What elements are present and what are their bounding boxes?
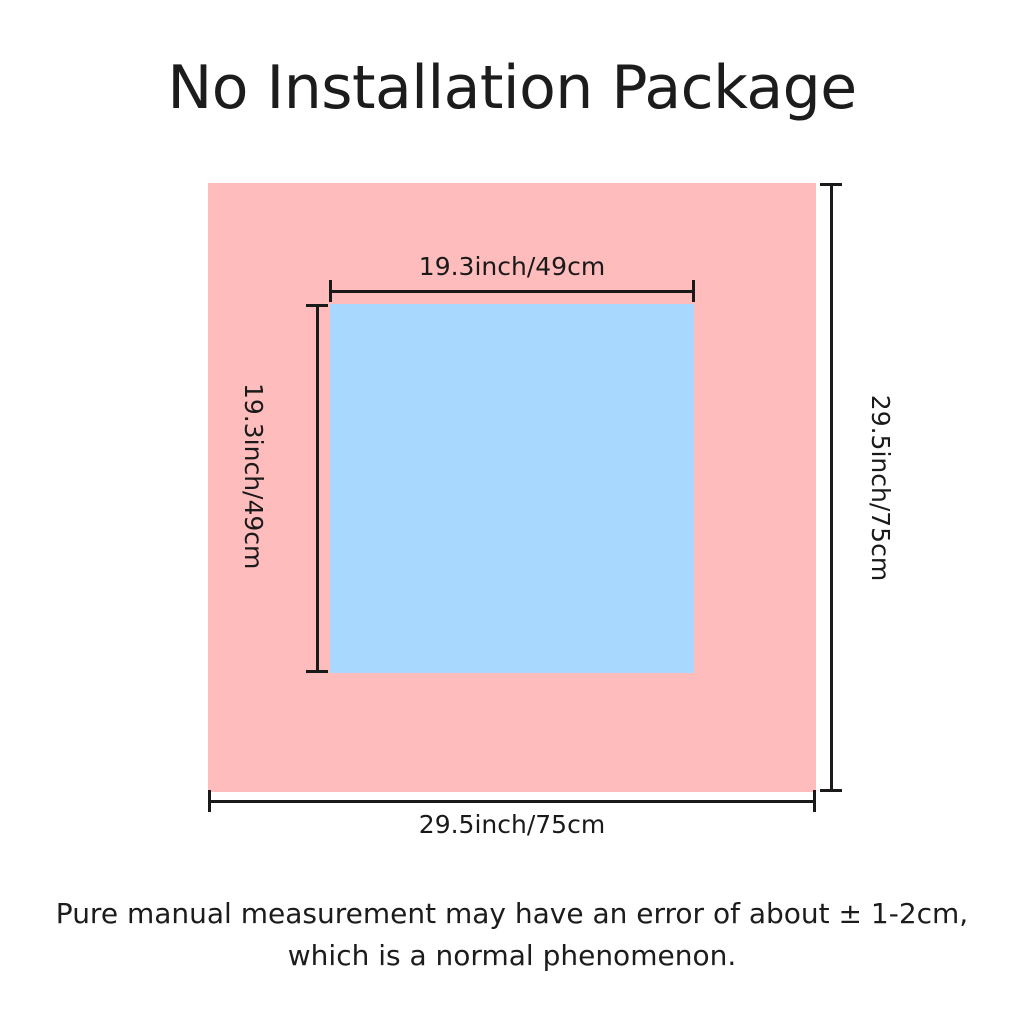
- left-dimension-label: 19.3inch/49cm: [239, 383, 268, 570]
- top-dimension-tick-left: [329, 280, 332, 302]
- left-dimension-tick-top: [306, 304, 328, 307]
- bottom-dimension-line: [208, 800, 816, 803]
- bottom-dimension-tick-right: [813, 790, 816, 812]
- right-dimension-tick-top: [820, 183, 842, 186]
- bottom-dimension-tick-left: [208, 790, 211, 812]
- top-dimension-tick-right: [692, 280, 695, 302]
- bottom-dimension-label: 29.5inch/75cm: [418, 810, 606, 839]
- top-dimension-label: 19.3inch/49cm: [418, 252, 606, 281]
- right-dimension-line: [830, 183, 833, 792]
- left-dimension-line: [316, 304, 319, 673]
- page-title: No Installation Package: [167, 53, 857, 123]
- left-dimension-tick-bottom: [306, 670, 328, 673]
- measurement-disclaimer-line-2: which is a normal phenomenon.: [287, 939, 737, 972]
- right-dimension-tick-bottom: [820, 789, 842, 792]
- inner-blue-panel: [330, 304, 694, 673]
- measurement-disclaimer-line-1: Pure manual measurement may have an erro…: [55, 897, 969, 930]
- top-dimension-line: [329, 290, 695, 293]
- measurement-disclaimer: Pure manual measurement may have an erro…: [0, 893, 1024, 977]
- right-dimension-label: 29.5inch/75cm: [866, 394, 895, 582]
